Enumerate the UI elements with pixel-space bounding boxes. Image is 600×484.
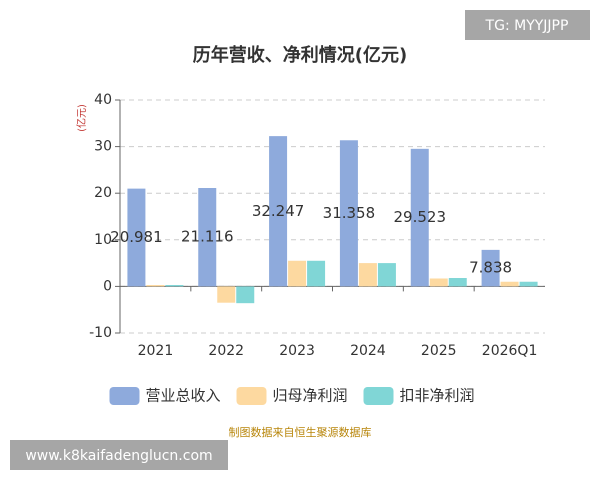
x-tick-label: 2025 xyxy=(421,343,457,359)
data-label: 29.523 xyxy=(394,208,447,226)
legend-swatch xyxy=(109,387,140,405)
bar xyxy=(519,281,538,287)
y-axis-label: (亿元) xyxy=(75,104,88,132)
watermark-box xyxy=(465,10,590,40)
legend-label: 扣非净利润 xyxy=(400,387,475,405)
bar xyxy=(481,249,500,287)
chart-title: 历年营收、净利情况(亿元) xyxy=(193,44,407,66)
source-note: 制图数据来自恒生聚源数据库 xyxy=(229,425,372,439)
y-tick-label: 20 xyxy=(94,185,112,201)
watermark-box xyxy=(10,440,228,470)
bar xyxy=(288,260,307,287)
bar xyxy=(448,278,467,287)
x-tick-label: 2021 xyxy=(138,343,174,359)
data-label: 32.247 xyxy=(252,202,305,220)
bar xyxy=(377,263,396,287)
bar xyxy=(146,285,165,287)
bar xyxy=(217,286,236,303)
y-tick-label: -10 xyxy=(89,325,112,341)
bar xyxy=(410,148,429,287)
bar xyxy=(236,286,255,304)
y-tick-label: 40 xyxy=(94,92,112,108)
watermark: www.k8kaifadenglucn.com xyxy=(25,448,212,464)
data-label: 21.116 xyxy=(181,228,234,246)
data-label: 20.981 xyxy=(110,228,163,246)
x-tick-label: 2026Q1 xyxy=(482,343,538,359)
data-label: 31.358 xyxy=(323,204,376,222)
bar xyxy=(269,136,288,287)
bar xyxy=(339,140,358,287)
bar xyxy=(307,260,326,287)
x-tick-label: 2023 xyxy=(279,343,315,359)
y-tick-label: 0 xyxy=(103,278,112,294)
legend-label: 营业总收入 xyxy=(146,387,221,405)
watermark: TG: MYYJJPP xyxy=(485,18,569,34)
bar xyxy=(198,187,217,287)
y-tick-label: 10 xyxy=(94,232,112,248)
bar xyxy=(165,285,184,287)
legend-swatch xyxy=(236,387,267,405)
y-tick-label: 30 xyxy=(94,139,112,155)
bar xyxy=(358,263,377,287)
bar xyxy=(127,188,146,287)
bar xyxy=(429,278,448,287)
x-tick-label: 2022 xyxy=(208,343,244,359)
legend-label: 归母净利润 xyxy=(273,387,348,405)
data-label: 7.838 xyxy=(469,259,512,277)
legend-swatch xyxy=(363,387,394,405)
bar xyxy=(500,281,519,287)
x-tick-label: 2024 xyxy=(350,343,386,359)
